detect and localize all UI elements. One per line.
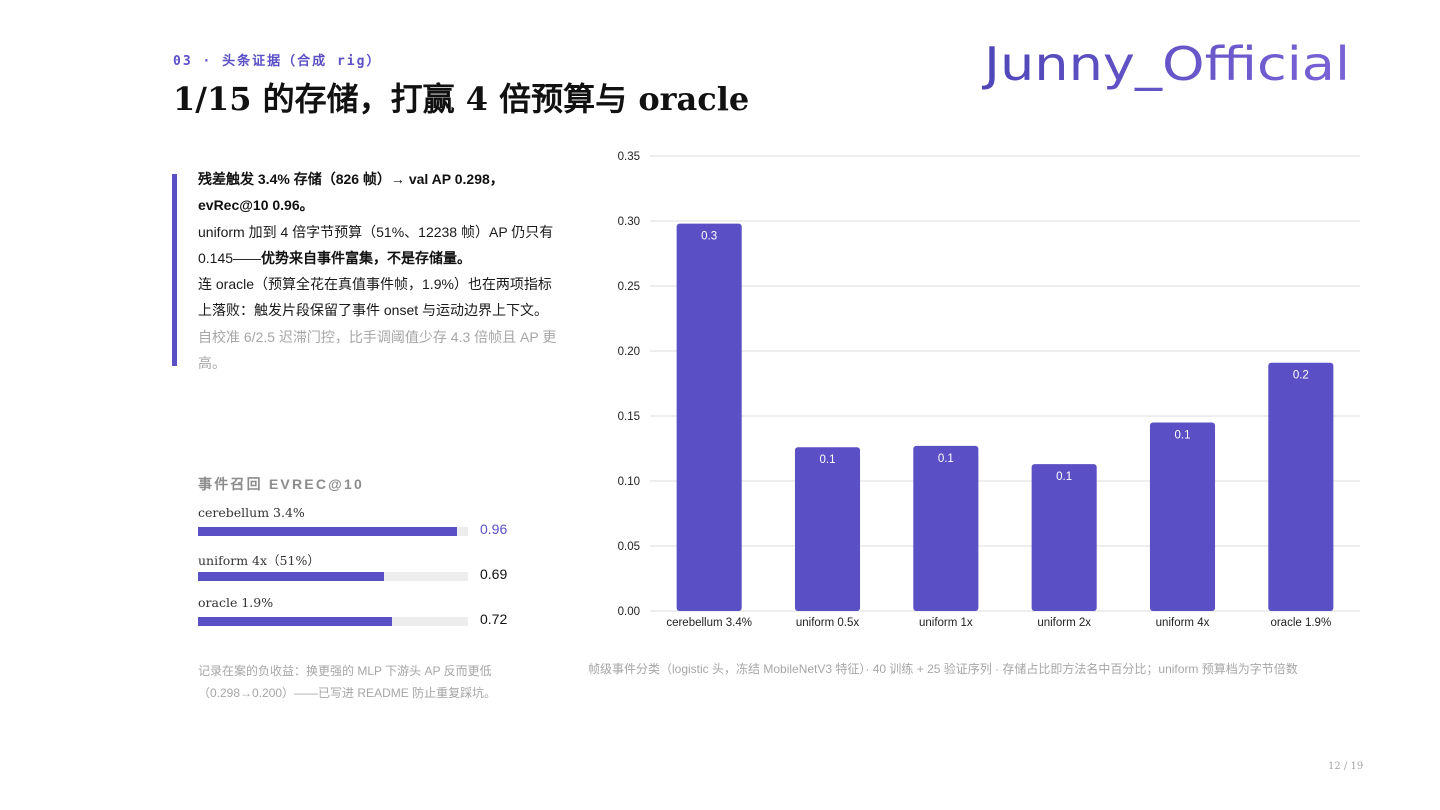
x-tick-label: uniform 4x [1156,617,1210,629]
metric-row: oracle 1.9% 0.72 [198,595,538,639]
y-tick-label: 0.15 [618,411,640,423]
x-tick-label: oracle 1.9% [1270,617,1331,629]
bar [676,223,742,611]
metric-value: 0.96 [480,521,508,537]
bar [1031,464,1097,611]
metric-track [198,617,468,626]
metric-row: cerebellum 3.4% 0.96 [198,505,538,549]
y-tick-label: 0.10 [618,476,640,488]
bar-value-label: 0.1 [1175,430,1191,442]
svg-text:Junny_Official: Junny_Official [982,37,1350,91]
bar-value-label: 0.3 [701,231,717,243]
bar [794,447,861,611]
x-tick-label: cerebellum 3.4% [666,617,752,629]
bar-chart-container: 0.00 0.05 0.10 0.15 0.20 0.25 0.30 0.35 0.3 cereb… [590,140,1380,640]
evidence-uniform: uniform 加到 4 倍字节预算（51%、12238 帧）AP 仍只有 0.… [198,219,560,272]
y-tick-label: 0.30 [618,216,640,228]
bar [1149,422,1216,611]
y-tick-label: 0.20 [618,346,640,358]
chart-caption: 帧级事件分类（logistic 头，冻结 MobileNetV3 特征）· 40… [588,662,1298,676]
metric-fill [198,617,393,626]
metric-value: 0.72 [480,611,508,627]
evidence-uniform-strong: 优势来自事件富集，不是存储量。 [261,249,472,266]
metric-value: 0.69 [480,566,508,582]
page-number: 12 / 19 [1328,761,1364,772]
junny-official-logo: Junny_Official [982,37,1350,91]
metric-fill [198,527,458,536]
accent-bar [172,174,177,366]
negative-result-note: 记录在案的负收益：换更强的 MLP 下游头 AP 反而更低 （0.298→0.2… [198,664,497,700]
bar [913,445,979,611]
page-title: 1/15 的存储，打赢 4 倍预算与 oracle [173,80,750,118]
y-tick-label: 0.05 [618,541,640,553]
bar-value-label: 0.1 [1056,471,1072,483]
y-tick-label: 0.00 [618,606,640,618]
bar-value-label: 0.1 [938,453,954,465]
x-tick-label: uniform 0.5x [796,617,860,629]
metric-title: 事件召回 EVREC@10 [198,476,364,492]
metric-row: uniform 4x（51%） 0.69 [198,550,538,594]
metric-fill [198,572,385,581]
evidence-text: 残差触发 3.4% 存储（826 帧）→ val AP 0.298，evRec@… [198,166,560,376]
metric-label: oracle 1.9% [198,595,274,610]
bar-chart: 0.00 0.05 0.10 0.15 0.20 0.25 0.30 0.35 0.3 cereb… [618,151,1360,629]
evidence-headline: 残差触发 3.4% 存储（826 帧）→ val AP 0.298，evRec@… [198,171,504,214]
bar [1268,362,1334,611]
x-tick-label: uniform 1x [919,617,973,629]
y-tick-label: 0.25 [618,281,640,293]
section-label: 03 · 头条证据（合成 rig） [173,54,382,69]
metric-label: cerebellum 3.4% [198,505,305,520]
metric-track [198,572,468,581]
bar-value-label: 0.2 [1293,370,1309,382]
evidence-oracle: 连 oracle（预算全花在真值事件帧，1.9%）也在两项指标上落败：触发片段保… [198,276,552,319]
metric-track [198,527,468,536]
y-tick-label: 0.35 [618,151,640,163]
x-tick-label: uniform 2x [1037,617,1091,629]
metric-label: uniform 4x（51%） [198,553,320,568]
evidence-uniform-lead: uniform 加到 4 倍字节预算（51%、12238 帧）AP 仍只有 0.… [198,223,554,266]
bar-value-label: 0.1 [820,454,836,466]
evidence-calibration: 自校准 6/2.5 迟滞门控，比手调阈值少存 4.3 倍帧且 AP 更高。 [198,328,557,372]
